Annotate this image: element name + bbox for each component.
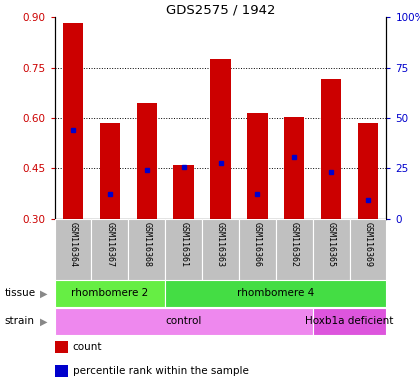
Bar	[321, 79, 341, 219]
Bar	[312, 308, 386, 335]
Text: GSM116366: GSM116366	[253, 222, 262, 267]
Bar	[210, 59, 231, 219]
Bar	[100, 124, 120, 219]
Text: count: count	[73, 342, 102, 352]
Bar	[165, 219, 202, 280]
Text: GSM116364: GSM116364	[68, 222, 78, 267]
Bar	[129, 219, 165, 280]
Text: rhombomere 4: rhombomere 4	[237, 288, 315, 298]
Bar	[136, 103, 157, 219]
Bar	[55, 219, 92, 280]
Text: ▶: ▶	[40, 288, 48, 298]
Bar	[349, 219, 386, 280]
Bar	[55, 308, 312, 335]
Bar	[247, 113, 268, 219]
Bar	[55, 341, 68, 353]
Text: GSM116363: GSM116363	[216, 222, 225, 267]
Text: control: control	[165, 316, 202, 326]
Text: rhombomere 2: rhombomere 2	[71, 288, 149, 298]
Bar	[239, 219, 276, 280]
Text: tissue: tissue	[4, 288, 35, 298]
Bar	[165, 280, 386, 307]
Text: ▶: ▶	[40, 316, 48, 326]
Bar	[55, 280, 165, 307]
Text: strain: strain	[4, 316, 34, 326]
Bar	[55, 365, 68, 377]
Text: GSM116365: GSM116365	[327, 222, 336, 267]
Text: GSM116361: GSM116361	[179, 222, 188, 267]
Bar	[358, 124, 378, 219]
Bar	[92, 219, 129, 280]
Text: GSM116369: GSM116369	[363, 222, 373, 267]
Text: Hoxb1a deficient: Hoxb1a deficient	[305, 316, 394, 326]
Bar	[284, 117, 304, 219]
Text: GSM116367: GSM116367	[105, 222, 114, 267]
Text: percentile rank within the sample: percentile rank within the sample	[73, 366, 249, 376]
Text: GSM116362: GSM116362	[290, 222, 299, 267]
Bar	[173, 165, 194, 219]
Bar	[202, 219, 239, 280]
Bar	[312, 219, 349, 280]
Text: GSM116368: GSM116368	[142, 222, 151, 267]
Bar	[276, 219, 312, 280]
Bar	[63, 23, 83, 219]
Title: GDS2575 / 1942: GDS2575 / 1942	[166, 3, 275, 16]
